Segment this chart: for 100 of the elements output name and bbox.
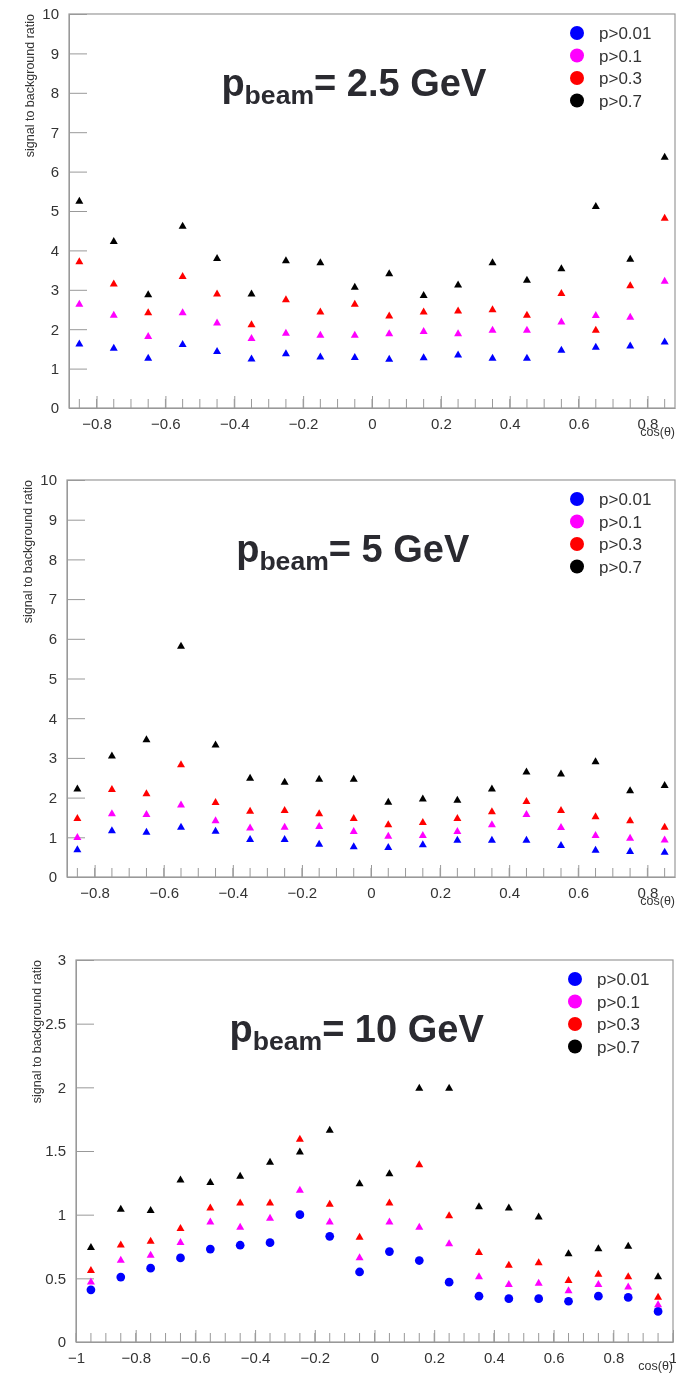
- point: [116, 1272, 126, 1282]
- point: [206, 1217, 215, 1225]
- point: [504, 1279, 513, 1287]
- point: [474, 1248, 483, 1256]
- point: [73, 833, 82, 841]
- text: p$_{beam}$= 5 GeV: [236, 528, 470, 577]
- x-tick-label: −0.2: [288, 414, 319, 432]
- x-tick-label: 0: [370, 1348, 380, 1366]
- point: [266, 1213, 275, 1221]
- point: [594, 1279, 603, 1287]
- point: [415, 1083, 424, 1091]
- point: [591, 342, 600, 350]
- point: [236, 1171, 245, 1179]
- point: [418, 817, 427, 825]
- text: p$_{beam}$= 10 GeV: [229, 1008, 485, 1057]
- point: [454, 350, 463, 358]
- point: [453, 835, 462, 843]
- point: [86, 1285, 96, 1295]
- point: [474, 1291, 484, 1301]
- point: [385, 329, 394, 337]
- point: [178, 221, 187, 229]
- x-tick-label: −1: [67, 1348, 86, 1366]
- point: [594, 1269, 603, 1277]
- point: [444, 1277, 454, 1287]
- point: [534, 1278, 543, 1286]
- y-axis-title: signal to background ratio: [21, 479, 35, 624]
- point: [626, 281, 635, 289]
- point: [349, 827, 358, 835]
- point: [211, 740, 220, 748]
- y-tick-label: 3: [50, 281, 59, 299]
- point: [146, 1236, 155, 1244]
- point: [504, 1203, 513, 1211]
- point: [591, 311, 600, 319]
- y-tick-label: 3: [48, 749, 57, 767]
- point: [660, 213, 669, 221]
- point: [75, 299, 84, 307]
- point: [487, 807, 496, 815]
- point: [213, 346, 222, 354]
- point: [445, 1211, 454, 1219]
- point: [350, 352, 359, 360]
- point: [453, 795, 462, 803]
- point: [488, 353, 497, 361]
- point: [522, 835, 531, 843]
- point: [349, 774, 358, 782]
- point: [504, 1294, 514, 1304]
- point: [75, 196, 84, 204]
- point: [623, 1293, 633, 1302]
- point: [522, 796, 531, 804]
- point: [384, 842, 393, 850]
- legend-label: p>0.01: [597, 970, 650, 989]
- point: [487, 835, 496, 843]
- y-tick-label: 0: [48, 868, 57, 886]
- x-tick-label: 0.6: [568, 414, 590, 432]
- point: [384, 797, 393, 805]
- point: [624, 1241, 633, 1249]
- point: [474, 1202, 483, 1210]
- point: [144, 290, 153, 298]
- point: [316, 307, 325, 315]
- point: [86, 1243, 95, 1250]
- point: [116, 1204, 125, 1212]
- point: [355, 1253, 364, 1261]
- point: [142, 809, 151, 817]
- point: [454, 329, 463, 337]
- point: [109, 279, 118, 287]
- point: [213, 318, 222, 326]
- point: [107, 751, 116, 759]
- x-tick-label: 0.4: [499, 883, 521, 901]
- point: [246, 773, 255, 781]
- y-tick-label: 5: [50, 202, 59, 220]
- legend-label: p>0.3: [597, 1015, 641, 1034]
- x-tick-label: 0: [368, 414, 377, 432]
- point: [414, 1256, 424, 1265]
- point: [206, 1203, 215, 1211]
- point: [384, 820, 393, 828]
- point: [176, 1253, 185, 1263]
- point: [487, 820, 496, 828]
- point: [488, 305, 497, 313]
- point: [235, 1240, 245, 1250]
- point: [280, 777, 289, 785]
- point: [176, 1223, 185, 1231]
- point: [211, 798, 220, 806]
- y-tick-label: 0: [57, 1333, 66, 1351]
- point: [280, 822, 289, 830]
- point: [109, 237, 118, 245]
- point: [660, 847, 669, 855]
- point: [660, 152, 669, 160]
- point: [236, 1222, 245, 1230]
- y-axis-title: signal to background ratio: [23, 13, 37, 158]
- point: [142, 827, 151, 835]
- point: [315, 809, 324, 817]
- point: [281, 328, 290, 336]
- x-tick-label: 0.8: [603, 1348, 625, 1366]
- point: [247, 333, 256, 341]
- y-tick-label: 8: [48, 550, 57, 568]
- point: [419, 307, 428, 315]
- point: [246, 806, 255, 814]
- y-tick-label: 2: [50, 320, 59, 338]
- x-tick-label: −0.8: [82, 414, 112, 432]
- y-tick-label: 2: [48, 788, 57, 806]
- point: [73, 784, 82, 792]
